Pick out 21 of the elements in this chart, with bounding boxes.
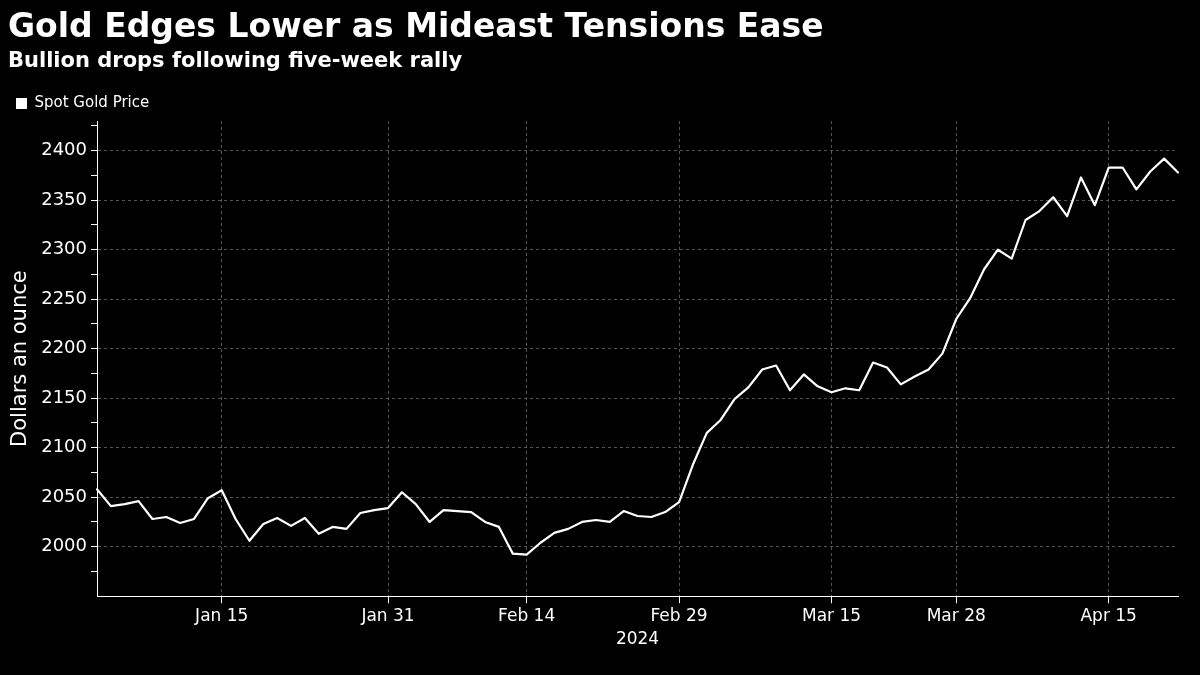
y-tick-label: 2350 xyxy=(41,187,88,209)
y-tick-label: 2200 xyxy=(41,336,88,358)
x-tick-label: Mar 15 xyxy=(801,604,862,625)
chart-subtitle: Bullion drops following five-week rally xyxy=(8,48,463,72)
x-axis-title: 2024 xyxy=(615,628,660,649)
x-tick-label: Jan 15 xyxy=(194,604,249,625)
x-tick-label: Apr 15 xyxy=(1080,604,1137,625)
y-tick-label: 2150 xyxy=(41,385,88,407)
y-tick-label: 2100 xyxy=(41,435,88,457)
legend-label: Spot Gold Price xyxy=(34,93,150,112)
x-tick-label: Feb 29 xyxy=(650,604,708,625)
x-tick-label: Mar 28 xyxy=(926,604,986,625)
y-tick-label: 2000 xyxy=(41,534,88,556)
x-tick-label: Jan 31 xyxy=(360,604,415,625)
y-tick-label: 2300 xyxy=(41,237,88,259)
y-axis-title: Dollars an ounce xyxy=(7,270,32,447)
chart-title: Gold Edges Lower as Mideast Tensions Ease xyxy=(8,6,824,45)
x-tick-label: Feb 14 xyxy=(498,604,556,625)
y-tick-label: 2400 xyxy=(41,138,88,160)
y-tick-label: 2250 xyxy=(41,286,88,308)
y-tick-label: 2050 xyxy=(41,484,88,506)
